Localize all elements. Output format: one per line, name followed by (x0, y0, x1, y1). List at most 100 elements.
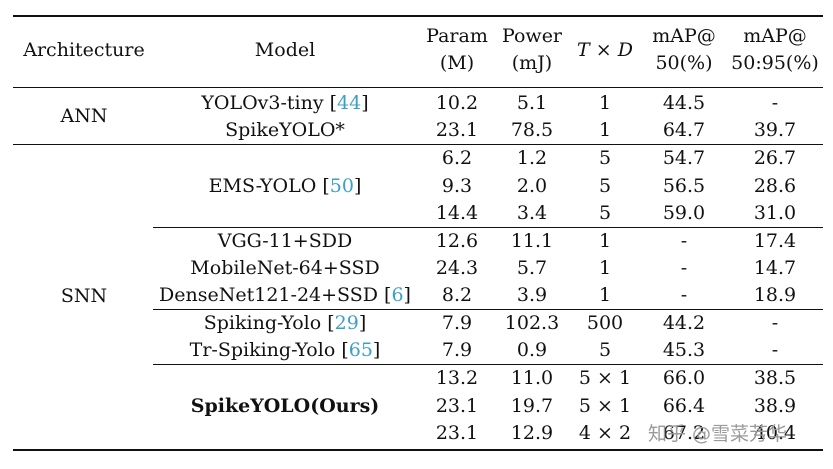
header-map50: mAP@ (652, 25, 716, 47)
cell-timesteps: 500 (586, 312, 624, 334)
header-rule (13, 87, 823, 88)
cell-map50: 44.5 (662, 92, 706, 114)
cell-param: 14.4 (435, 202, 479, 224)
cell-power: 2.0 (516, 175, 548, 197)
cell-map5095: - (771, 92, 779, 114)
ann-snn-rule (13, 144, 823, 145)
cell-timesteps: 1 (598, 119, 612, 141)
cell-map5095: 18.9 (753, 284, 797, 306)
cell-map50: 56.5 (662, 175, 706, 197)
cell-timesteps: 5 (598, 202, 612, 224)
citation-link[interactable]: 65 (348, 339, 373, 361)
header-param-unit: (M) (439, 52, 475, 74)
cell-map50: - (680, 284, 688, 306)
cell-map50: 66.4 (662, 395, 706, 417)
group-snn: SNN (60, 285, 108, 307)
cell-power: 3.9 (516, 284, 548, 306)
citation-link[interactable]: 29 (334, 312, 359, 334)
cell-map5095: 28.6 (753, 175, 797, 197)
cell-param: 12.6 (435, 230, 479, 252)
cell-param: 7.9 (441, 312, 473, 334)
citation-link[interactable]: 44 (337, 92, 362, 114)
cell-map5095: 38.9 (753, 395, 797, 417)
cell-map50: - (680, 230, 688, 252)
model-name: YOLOv3-tiny (201, 92, 324, 114)
model-mobilenet-ssd: MobileNet-64+SSD (190, 257, 380, 279)
cell-map5095: 38.5 (753, 367, 797, 389)
cell-timesteps: 5 (598, 339, 612, 361)
cell-map5095: 40.4 (753, 422, 797, 444)
sep-rule-3 (153, 364, 823, 365)
cell-param: 8.2 (441, 284, 473, 306)
model-tr-spiking-yolo: Tr-Spiking-Yolo [65] (189, 339, 381, 361)
cell-param: 23.1 (435, 395, 479, 417)
cell-param: 6.2 (441, 147, 473, 169)
model-spikeyolo-star: SpikeYOLO* (225, 119, 345, 141)
sep-rule-1 (153, 227, 823, 228)
header-d: D (617, 39, 633, 61)
model-name: Spiking-Yolo (203, 312, 322, 334)
model-name: Tr-Spiking-Yolo (189, 339, 336, 361)
cell-map5095: 39.7 (753, 119, 797, 141)
cell-map5095: 31.0 (753, 202, 797, 224)
model-name: EMS-YOLO (208, 175, 317, 197)
watermark: 知乎 @雪菜芳华 (648, 423, 788, 445)
header-param: Param (426, 25, 488, 47)
cell-map50: 64.7 (662, 119, 706, 141)
cell-timesteps: 5 × 1 (578, 367, 632, 389)
cell-timesteps: 4 × 2 (578, 422, 632, 444)
cell-param: 24.3 (435, 257, 479, 279)
cell-map50: - (680, 257, 688, 279)
cell-power: 11.0 (510, 367, 554, 389)
model-vgg11-ssd: VGG-11+SDD (217, 230, 353, 252)
cell-map5095: 17.4 (753, 230, 797, 252)
group-ann: ANN (60, 105, 108, 127)
cell-map50: 66.0 (662, 367, 706, 389)
cell-power: 0.9 (516, 339, 548, 361)
header-map5095-unit: 50:95(%) (731, 52, 819, 74)
cell-map50: 67.2 (662, 422, 706, 444)
cell-param: 9.3 (441, 175, 473, 197)
model-spiking-yolo: Spiking-Yolo [29] (203, 312, 367, 334)
cell-timesteps: 5 × 1 (578, 395, 632, 417)
cell-power: 5.7 (516, 257, 548, 279)
header-model: Model (254, 39, 316, 61)
cell-power: 19.7 (510, 395, 554, 417)
cell-param: 23.1 (435, 119, 479, 141)
header-map50-unit: 50(%) (655, 52, 713, 74)
cell-timesteps: 5 (598, 147, 612, 169)
citation-link[interactable]: 6 (391, 284, 404, 306)
cell-power: 78.5 (510, 119, 554, 141)
cell-timesteps: 5 (598, 175, 612, 197)
header-power: Power (501, 25, 563, 47)
cell-map5095: - (771, 339, 779, 361)
header-times: × (595, 39, 612, 61)
cell-param: 7.9 (441, 339, 473, 361)
header-timesteps: T × D (577, 38, 633, 62)
model-yolov3-tiny: YOLOv3-tiny [44] (201, 92, 369, 114)
cell-map5095: - (771, 312, 779, 334)
cell-map50: 45.3 (662, 339, 706, 361)
model-ems-yolo: EMS-YOLO [50] (208, 175, 362, 197)
cell-power: 12.9 (510, 422, 554, 444)
cell-timesteps: 1 (598, 92, 612, 114)
cell-map5095: 14.7 (753, 257, 797, 279)
header-t: T (577, 39, 590, 61)
cell-map50: 59.0 (662, 202, 706, 224)
cell-power: 11.1 (510, 230, 554, 252)
cell-power: 102.3 (504, 312, 560, 334)
model-spikeyolo-ours: SpikeYOLO(Ours) (190, 395, 380, 417)
cell-power: 3.4 (516, 202, 548, 224)
cell-power: 5.1 (516, 92, 548, 114)
cell-param: 10.2 (435, 92, 479, 114)
cell-map5095: 26.7 (753, 147, 797, 169)
cell-timesteps: 1 (598, 257, 612, 279)
header-map5095: mAP@ (743, 25, 807, 47)
cell-map50: 54.7 (662, 147, 706, 169)
header-power-unit: (mJ) (511, 52, 553, 74)
cell-map50: 44.2 (662, 312, 706, 334)
citation-link[interactable]: 50 (329, 175, 354, 197)
cell-power: 1.2 (516, 147, 548, 169)
model-densenet-ssd: DenseNet121-24+SSD [6] (159, 284, 411, 306)
bottom-rule (13, 449, 823, 451)
